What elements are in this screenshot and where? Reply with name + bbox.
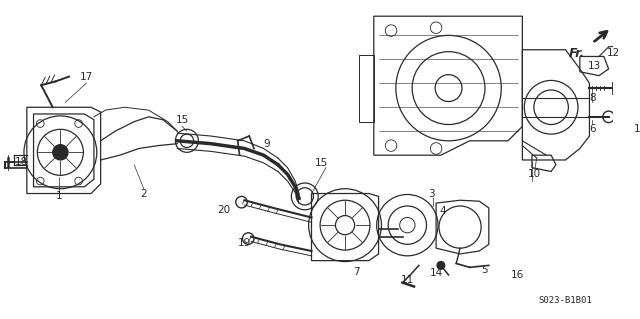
Text: 18: 18 <box>634 124 640 134</box>
Text: 4: 4 <box>440 206 446 216</box>
Text: 15: 15 <box>314 158 328 168</box>
Text: Fr.: Fr. <box>568 47 585 60</box>
Text: 15: 15 <box>175 115 189 125</box>
Circle shape <box>52 145 68 160</box>
Text: 6: 6 <box>589 124 596 134</box>
Text: S023-B1B01: S023-B1B01 <box>539 296 593 305</box>
Text: 14: 14 <box>429 268 443 278</box>
Text: 19: 19 <box>238 238 251 249</box>
Text: 9: 9 <box>263 139 270 149</box>
Text: 13: 13 <box>588 61 601 71</box>
Text: 18: 18 <box>15 157 28 167</box>
Text: 17: 17 <box>79 71 93 82</box>
Text: 7: 7 <box>353 267 360 277</box>
Text: 10: 10 <box>528 169 541 179</box>
Text: 5: 5 <box>482 265 488 275</box>
Text: 20: 20 <box>217 205 230 215</box>
Text: 1: 1 <box>56 191 63 201</box>
Text: 16: 16 <box>511 270 524 280</box>
Text: 2: 2 <box>140 189 147 198</box>
Text: 3: 3 <box>428 189 435 198</box>
Circle shape <box>437 262 445 269</box>
Text: 8: 8 <box>589 93 596 103</box>
Text: 12: 12 <box>607 48 620 58</box>
Text: 11: 11 <box>401 275 414 285</box>
